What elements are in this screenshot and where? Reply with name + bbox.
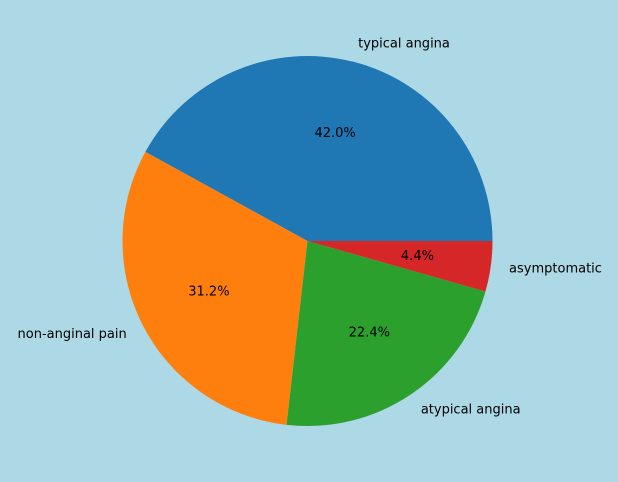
slice-label-typical-angina: typical angina bbox=[358, 36, 450, 51]
pct-label-typical-angina: 42.0% bbox=[314, 126, 355, 141]
pie-slice-asymptomatic bbox=[307, 241, 493, 292]
pct-label-asymptomatic: 4.4% bbox=[401, 249, 434, 264]
pct-label-atypical-angina: 22.4% bbox=[349, 326, 390, 341]
pie-slice-typical-angina bbox=[145, 55, 493, 241]
pct-label-non-anginal-pain: 31.2% bbox=[188, 285, 229, 300]
pie-slice-atypical-angina bbox=[286, 241, 486, 426]
slice-label-non-anginal-pain: non-anginal pain bbox=[18, 327, 127, 342]
slice-label-atypical-angina: atypical angina bbox=[421, 403, 521, 418]
pie-labels: 42.0% typical angina 31.2% non-anginal pain… bbox=[18, 36, 602, 417]
pie-slice-non-anginal-pain bbox=[122, 151, 308, 425]
pie-slices bbox=[122, 55, 493, 426]
slice-label-asymptomatic: asymptomatic bbox=[509, 262, 602, 277]
